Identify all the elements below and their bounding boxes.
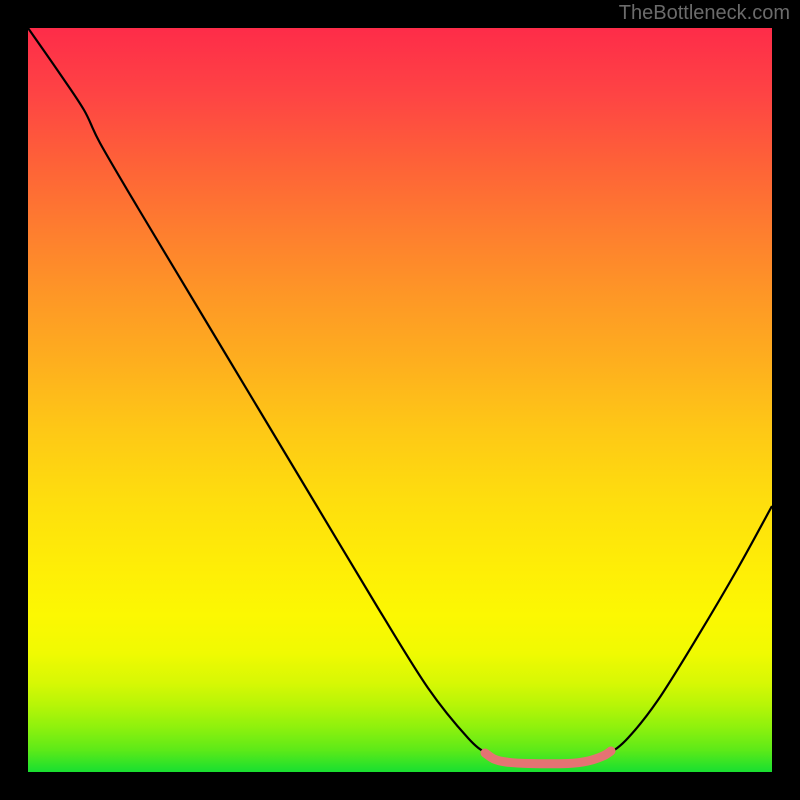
valley-marker	[485, 751, 611, 764]
bottleneck-chart	[28, 28, 772, 772]
attribution-text: TheBottleneck.com	[619, 2, 790, 25]
curve-line	[28, 28, 772, 764]
chart-svg	[28, 28, 772, 772]
